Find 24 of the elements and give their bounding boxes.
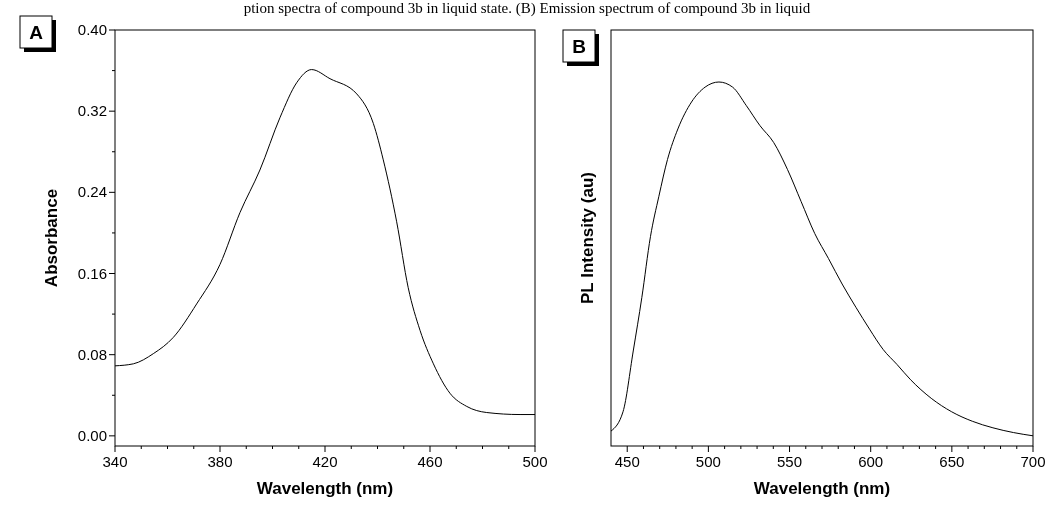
- x-tick-label: 500: [522, 453, 548, 470]
- y-tick-label: 0.24: [77, 183, 107, 201]
- x-axis-title: Wavelength (nm): [753, 479, 891, 498]
- text: ption spectra of compound 3b in liquid state. (B) Emission spectrum of compound 3b in liquid: [243, 0, 811, 17]
- y-axis-title: PL Intensity (au): [578, 172, 597, 304]
- text: B: [572, 36, 586, 57]
- x-axis-title: Wavelength (nm): [256, 479, 394, 498]
- y-tick-label: 0.00: [77, 426, 107, 444]
- y-tick-label: 0.08: [77, 345, 107, 363]
- x-tick-label: 380: [207, 453, 233, 470]
- x-tick-label: 650: [939, 453, 965, 470]
- y-axis-title: Absorbance: [42, 188, 61, 288]
- y-tick-label: 0.32: [77, 102, 107, 120]
- y-tick-label: 0.40: [77, 21, 107, 38]
- text: A: [29, 22, 44, 43]
- y-tick-label: 0.16: [77, 264, 107, 282]
- x-tick-label: 550: [777, 453, 803, 470]
- x-tick-label: 420: [312, 453, 338, 470]
- x-tick-label: 460: [417, 453, 443, 470]
- x-tick-label: 700: [1020, 453, 1046, 470]
- x-tick-label: 500: [695, 453, 721, 470]
- x-tick-label: 340: [102, 453, 128, 470]
- x-tick-label: 450: [614, 453, 640, 470]
- x-tick-label: 600: [858, 453, 884, 470]
